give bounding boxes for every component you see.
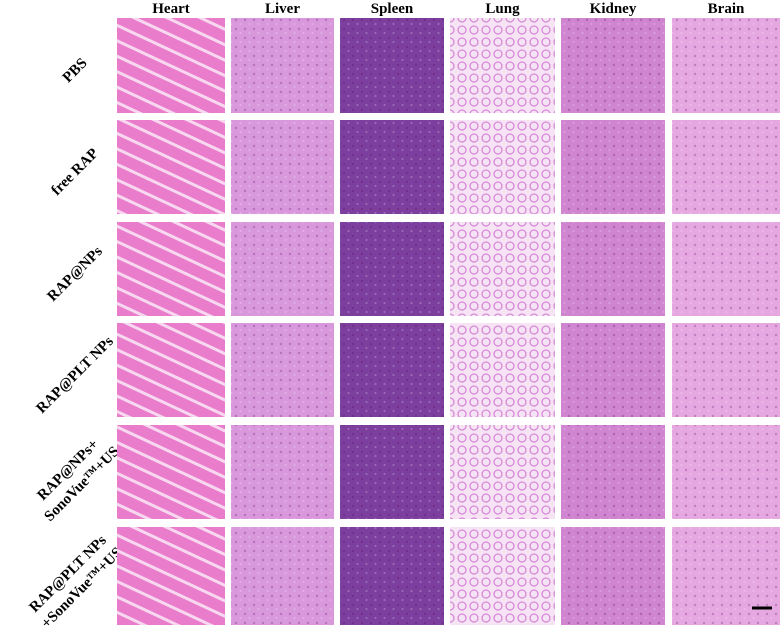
column-header: Brain (708, 1, 745, 17)
tissue-texture (340, 18, 444, 113)
column-header: Lung (485, 1, 520, 17)
tissue-texture (117, 120, 225, 214)
image-grid: Heart Liver Spleen Lung Kidney Brain PBS free R… (26, 1, 780, 632)
row-label: RAP@PLT NPs (33, 333, 116, 416)
tissue-texture (231, 527, 334, 625)
tissue-texture (561, 18, 665, 113)
tissue-texture (561, 120, 665, 214)
tissue-texture (450, 425, 555, 519)
tissue-texture (117, 425, 225, 519)
tissue-texture (450, 120, 555, 214)
tissue-texture (672, 120, 780, 214)
tissue-texture (340, 527, 444, 625)
tissue-texture (117, 323, 225, 417)
tissue-texture (450, 323, 555, 417)
tissue-texture (561, 425, 665, 519)
tissue-texture (450, 18, 555, 113)
tissue-texture (450, 222, 555, 316)
column-header: Kidney (590, 1, 637, 17)
tissue-texture (672, 222, 780, 316)
tissue-texture (561, 527, 665, 625)
tissue-texture (672, 527, 780, 625)
tissue-texture (672, 323, 780, 417)
tissue-texture (672, 18, 780, 113)
tissue-texture (231, 425, 334, 519)
column-header: Spleen (371, 1, 414, 17)
tissue-texture (672, 425, 780, 519)
column-header: Liver (265, 1, 300, 17)
tissue-texture (231, 222, 334, 316)
tissue-texture (340, 120, 444, 214)
tissue-texture (117, 527, 225, 625)
row-label: free RAP (49, 146, 102, 199)
tissue-texture (561, 222, 665, 316)
tissue-texture (231, 120, 334, 214)
tissue-texture (561, 323, 665, 417)
column-header: Heart (152, 1, 189, 17)
tissue-texture (340, 222, 444, 316)
tissue-texture (117, 18, 225, 113)
row-label: PBS (60, 55, 91, 86)
tissue-texture (231, 18, 334, 113)
row-label: RAP@NPs (45, 243, 106, 304)
tissue-texture (340, 323, 444, 417)
tissue-texture (340, 425, 444, 519)
tissue-texture (231, 323, 334, 417)
tissue-texture (117, 222, 225, 316)
tissue-texture (450, 527, 555, 625)
